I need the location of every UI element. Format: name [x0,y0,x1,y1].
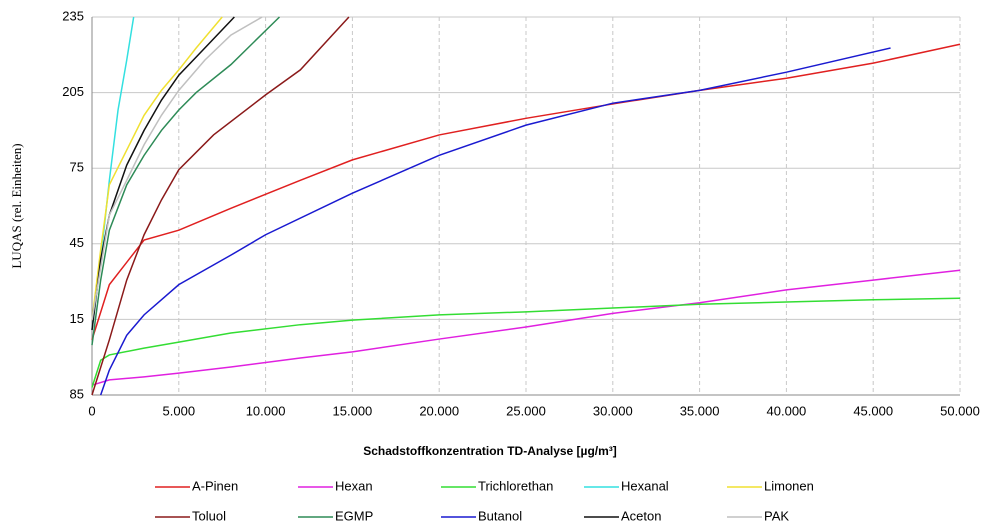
series-line [99,47,891,396]
x-tick-label: 20.000 [419,403,459,418]
y-tick-label: 45 [70,235,84,250]
x-tick-label: 5.000 [163,403,196,418]
x-tick-label: 30.000 [593,403,633,418]
series-line [91,297,961,388]
x-tick-label: 25.000 [506,403,546,418]
x-tick-label: 0 [88,403,95,418]
series-line [91,16,235,331]
legend-label: EGMP [335,508,373,523]
x-tick-label: 15.000 [333,403,373,418]
y-tick-label: 75 [70,160,84,175]
legend-label: Hexan [335,478,373,493]
y-tick-label: 15 [70,311,84,326]
x-tick-label: 10.000 [246,403,286,418]
legend-label: Aceton [621,508,661,523]
series-line [91,16,281,346]
x-tick-label: 50.000 [940,403,980,418]
legend-label: Trichlorethan [478,478,553,493]
x-tick-label: 40.000 [767,403,807,418]
y-tick-label: 85 [70,386,84,401]
legend-label: Limonen [764,478,814,493]
series-line [91,269,961,386]
legend-label: A-Pinen [192,478,238,493]
y-tick-label: 205 [62,84,84,99]
x-tick-label: 45.000 [853,403,893,418]
series-line [91,16,350,396]
series-line [91,16,263,321]
x-tick-label: 35.000 [680,403,720,418]
legend-label: Toluol [192,508,226,523]
legend-label: Hexanal [621,478,669,493]
x-axis-label: Schadstoffkonzentration TD-Analyse [µg/m… [363,444,617,458]
legend-label: Butanol [478,508,522,523]
y-axis-label: LUQAS (rel. Einheiten) [9,143,24,268]
series-line [91,16,223,321]
legend-label: PAK [764,508,789,523]
series-line [91,43,961,341]
y-tick-label: 235 [62,8,84,23]
